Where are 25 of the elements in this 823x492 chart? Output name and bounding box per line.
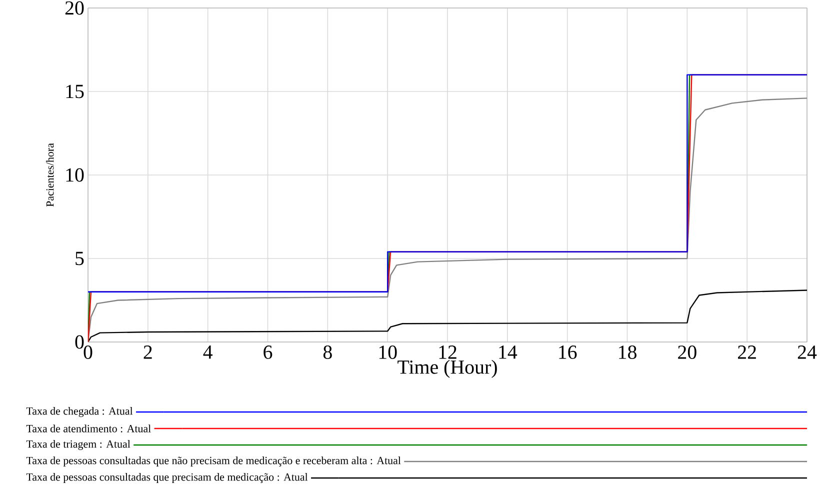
x-tick-label: 16	[559, 346, 577, 359]
y-tick-label: 0	[75, 335, 84, 349]
x-tick-label: 0	[84, 346, 92, 359]
x-tick-label: 10	[379, 346, 397, 359]
x-tick-label: 22	[738, 346, 756, 359]
y-tick-label: 10	[66, 168, 84, 182]
x-axis-title: Time (Hour)	[398, 360, 497, 378]
x-tick-label: 20	[678, 346, 696, 359]
legend-label: Taxa de triagem : Atual	[26, 440, 130, 450]
x-tick-label: 24	[798, 346, 817, 359]
legend-label: Taxa de pessoas consultadas que não precisam de medicação e receberam alta : Atual	[26, 456, 401, 466]
y-tick-label: 15	[66, 84, 84, 98]
y-tick-label: 5	[76, 252, 84, 266]
x-tick-label: 6	[264, 346, 272, 359]
y-tick-label: 20	[65, 1, 84, 15]
x-tick-label: 14	[499, 346, 518, 359]
y-axis-title: Pacientes/hora	[46, 143, 54, 207]
legend-label: Taxa de chegada : Atual	[26, 407, 133, 417]
x-tick-label: 4	[203, 346, 213, 359]
legend-label: Taxa de atendimento : Atual	[26, 424, 151, 432]
legend-label: Taxa de pessoas consultadas que precisam de medicação : Atual	[26, 473, 308, 483]
x-tick-label: 2	[144, 346, 152, 359]
x-tick-label: 12	[439, 346, 456, 359]
x-tick-label: 8	[323, 346, 332, 359]
x-tick-label: 18	[619, 346, 636, 359]
